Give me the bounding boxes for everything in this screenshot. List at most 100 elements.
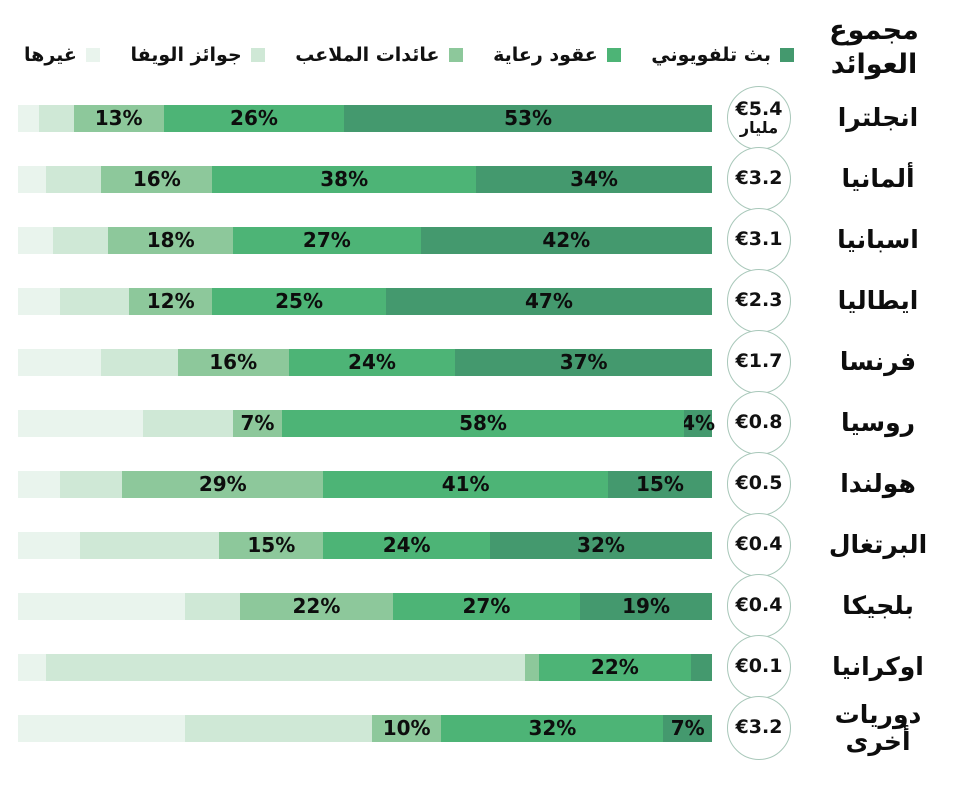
legend-label-other: غيرها — [24, 43, 77, 66]
bar-segment-stadium: 7% — [233, 409, 282, 437]
total-revenue-value: €0.5 — [735, 472, 783, 495]
bar-segment-stadium: 22% — [240, 592, 393, 620]
segment-percent-label: 42% — [542, 228, 591, 252]
chart-row: روسيا €0.8 4% 58% 7% — [18, 391, 950, 455]
bar-segment-uefa — [52, 226, 109, 254]
stacked-bar: 15% 41% 29% — [18, 470, 712, 498]
stacked-bar: 7% 32% 10% — [18, 714, 712, 742]
bar-segment-other — [18, 653, 46, 681]
bar-segment-stadium: 13% — [73, 104, 164, 132]
country-label: روسيا — [840, 408, 916, 438]
bar-segment-uefa — [184, 714, 372, 742]
total-revenue-unit: مليار — [739, 117, 779, 137]
bar-segment-sponsorship: 22% — [538, 653, 692, 681]
bar-segment-other — [18, 470, 60, 498]
chart-rows: انجلترا €5.4 مليار 53% 26% 13% ألمانيا €3.2 34% 3… — [18, 86, 950, 760]
bar-segment-uefa — [59, 470, 123, 498]
total-revenue-circle: €0.4 — [727, 574, 791, 638]
bar-segment-other — [18, 592, 185, 620]
bar-segment-tv: 32% — [489, 531, 712, 559]
legend-label-uefa: جوائز الويفا — [130, 43, 242, 66]
bar-segment-stadium — [524, 653, 539, 681]
segment-percent-label: 24% — [348, 350, 396, 374]
segment-percent-label: 18% — [146, 228, 195, 252]
segment-percent-label: 22% — [590, 655, 639, 679]
total-circle-wrap: €2.3 — [720, 269, 798, 333]
legend-label-tv: بث تلفويوني — [651, 43, 771, 66]
total-revenue-circle: €0.5 — [727, 452, 791, 516]
bar-segment-tv: 19% — [580, 592, 712, 620]
chart-row: ايطاليا €2.3 47% 25% 12% — [18, 269, 950, 333]
segment-percent-label: 7% — [240, 411, 275, 435]
country-label: فرنسا — [839, 347, 917, 377]
stacked-bar: 34% 38% 16% — [18, 165, 712, 193]
chart-row: اوكرانيا €0.1 22% — [18, 635, 950, 699]
total-circle-wrap: €0.4 — [720, 513, 798, 577]
chart-row: هولندا €0.5 15% 41% 29% — [18, 452, 950, 516]
bar-segment-sponsorship: 38% — [212, 165, 477, 193]
bar-segment-tv: 37% — [455, 348, 712, 376]
bar-segment-uefa — [101, 348, 178, 376]
chart-row: بلجيكا €0.4 19% 27% 22% — [18, 574, 950, 638]
bar-segment-sponsorship: 27% — [392, 592, 581, 620]
total-revenue-value: €2.3 — [735, 289, 783, 312]
chart-row: انجلترا €5.4 مليار 53% 26% 13% — [18, 86, 950, 150]
legend-swatch-tv — [780, 47, 794, 62]
stacked-bar: 37% 24% 16% — [18, 348, 712, 376]
bar-segment-sponsorship: 24% — [323, 531, 490, 559]
total-revenue-value: €3.1 — [735, 228, 783, 251]
total-revenue-value: €3.2 — [735, 716, 783, 739]
segment-percent-label: 24% — [382, 533, 431, 557]
segment-percent-label: 26% — [230, 106, 278, 130]
chart-row: اسبانيا €3.1 42% 27% 18% — [18, 208, 950, 272]
bar-segment-sponsorship: 26% — [163, 104, 345, 132]
bar-segment-uefa — [45, 165, 102, 193]
total-circle-wrap: €0.4 — [720, 574, 798, 638]
total-revenue-value: €0.4 — [735, 533, 783, 556]
bar-segment-other — [18, 714, 185, 742]
chart-row: ألمانيا €3.2 34% 38% 16% — [18, 147, 950, 211]
total-circle-wrap: €3.1 — [720, 208, 798, 272]
bar-segment-other — [18, 104, 39, 132]
stacked-bar: 47% 25% 12% — [18, 287, 712, 315]
total-circle-wrap: €0.1 — [720, 635, 798, 699]
segment-percent-label: 15% — [636, 472, 684, 496]
bar-segment-other — [18, 409, 143, 437]
stacked-bar: 32% 24% 15% — [18, 531, 712, 559]
bar-segment-stadium: 16% — [177, 348, 289, 376]
bar-segment-uefa — [38, 104, 74, 132]
segment-percent-label: 15% — [247, 533, 296, 557]
segment-percent-label: 27% — [462, 594, 511, 618]
stacked-bar: 22% — [18, 653, 712, 681]
segment-percent-label: 32% — [528, 716, 577, 740]
total-revenue-circle: €3.2 — [727, 147, 791, 211]
segment-percent-label: 41% — [441, 472, 490, 496]
bar-segment-stadium: 15% — [219, 531, 324, 559]
segment-percent-label: 19% — [622, 594, 671, 618]
total-revenue-value: €0.4 — [735, 594, 783, 617]
bar-segment-sponsorship: 41% — [323, 470, 608, 498]
bar-segment-other — [18, 165, 46, 193]
country-label: دوريات أخرى — [834, 699, 922, 756]
stacked-bar: 4% 58% 7% — [18, 409, 715, 437]
bar-segment-sponsorship: 32% — [441, 714, 664, 742]
stacked-bar: 53% 26% 13% — [18, 104, 712, 132]
total-revenue-value: €5.4 — [735, 97, 783, 120]
legend-swatch-stadium — [448, 47, 463, 62]
country-label: اوكرانيا — [832, 652, 924, 682]
bar-segment-sponsorship: 25% — [212, 287, 386, 315]
country-label: ألمانيا — [841, 164, 915, 194]
chart-row: البرتغال €0.4 32% 24% 15% — [18, 513, 950, 577]
segment-percent-label: 38% — [320, 167, 369, 191]
bar-segment-tv: 15% — [607, 470, 712, 498]
bar-segment-tv: 42% — [420, 226, 712, 254]
total-revenue-circle: €3.1 — [727, 208, 791, 272]
bar-segment-tv: 53% — [344, 104, 712, 132]
bar-segment-uefa — [80, 531, 220, 559]
total-circle-wrap: €1.7 — [720, 330, 798, 394]
segment-percent-label: 37% — [559, 350, 608, 374]
segment-percent-label: 25% — [275, 289, 324, 313]
segment-percent-label: 27% — [302, 228, 351, 252]
bar-segment-stadium: 16% — [101, 165, 213, 193]
